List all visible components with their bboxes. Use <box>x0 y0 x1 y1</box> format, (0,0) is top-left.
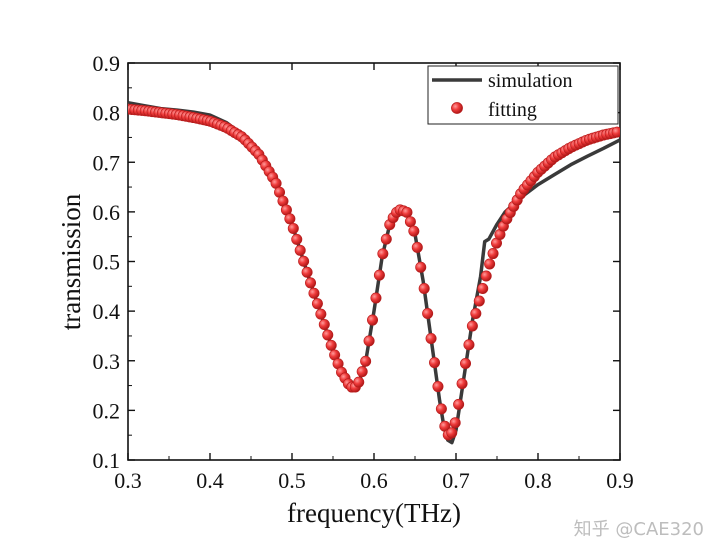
fitting-marker <box>449 417 461 429</box>
y-tick-label: 0.6 <box>93 200 121 225</box>
x-axis-ticks: 0.3 0.4 0.5 0.6 0.7 0.8 0.9 <box>114 63 634 493</box>
fitting-marker <box>322 329 334 341</box>
y-tick-label: 0.4 <box>93 299 121 324</box>
y-tick-label: 0.7 <box>93 150 121 175</box>
x-tick-label: 0.8 <box>524 468 552 493</box>
fitting-marker <box>294 244 306 256</box>
fitting-marker <box>284 213 296 225</box>
fitting-marker <box>318 319 330 331</box>
fitting-marker <box>367 314 379 326</box>
fitting-marker <box>460 358 472 370</box>
fitting-marker <box>287 222 299 234</box>
fitting-marker <box>456 378 468 390</box>
legend: simulation fitting <box>427 65 619 125</box>
y-tick-label: 0.2 <box>93 398 121 423</box>
fitting-marker <box>308 287 320 299</box>
fitting-marker <box>422 308 434 320</box>
x-tick-label: 0.7 <box>442 468 470 493</box>
fitting-marker <box>480 270 492 282</box>
fitting-marker <box>418 282 430 294</box>
fitting-marker <box>415 261 427 273</box>
fitting-marker <box>429 357 441 369</box>
fitting-marker <box>363 335 375 347</box>
fitting-marker <box>380 233 392 245</box>
x-tick-label: 0.6 <box>360 468 388 493</box>
fitting-marker <box>404 216 416 228</box>
fitting-marker <box>370 292 382 304</box>
fitting-marker <box>611 126 620 138</box>
fitting-marker <box>470 308 482 320</box>
fitting-marker <box>401 206 413 218</box>
fitting-marker <box>301 266 313 278</box>
fitting-marker <box>425 333 437 345</box>
fitting-marker <box>435 403 447 415</box>
legend-box <box>427 65 619 125</box>
fitting-marker <box>408 225 420 237</box>
fitting-marker <box>315 308 327 320</box>
watermark: 知乎 @CAE320 <box>573 519 704 540</box>
y-tick-label: 0.9 <box>93 51 121 76</box>
fitting-marker <box>453 398 465 410</box>
fitting-marker <box>411 241 423 253</box>
y-tick-label: 0.1 <box>93 448 121 473</box>
fitting-marker <box>446 427 458 439</box>
x-axis-label: frequency(THz) <box>287 498 461 528</box>
fitting-marker <box>463 339 475 351</box>
y-tick-label: 0.3 <box>93 349 121 374</box>
fitting-marker <box>466 320 478 332</box>
x-tick-label: 0.9 <box>606 468 634 493</box>
fitting-marker <box>325 339 337 351</box>
fitting-marker <box>473 295 485 307</box>
series-layer <box>128 100 620 445</box>
fitting-marker <box>477 282 489 294</box>
x-tick-label: 0.3 <box>114 468 142 493</box>
fitting-marker <box>432 381 444 393</box>
legend-simulation-label: simulation <box>488 70 572 92</box>
fitting-marker <box>291 233 303 245</box>
legend-fitting-swatch <box>451 102 463 114</box>
fitting-marker <box>353 376 365 388</box>
fitting-marker <box>305 277 317 289</box>
y-tick-label: 0.5 <box>93 250 121 275</box>
legend-fitting-label: fitting <box>488 99 537 121</box>
y-axis-label: transmission <box>56 193 86 330</box>
fitting-marker <box>360 355 372 367</box>
x-tick-label: 0.5 <box>278 468 306 493</box>
fitting-marker <box>377 248 389 260</box>
fitting-marker <box>484 258 496 270</box>
fitting-marker <box>311 298 323 310</box>
x-tick-label: 0.4 <box>196 468 224 493</box>
fitting-marker <box>356 366 368 378</box>
simulation-line <box>128 100 620 445</box>
fitting-marker <box>298 255 310 267</box>
y-tick-label: 0.8 <box>93 101 121 126</box>
y-axis-ticks: 0.1 0.2 0.3 0.4 0.5 0.6 0.7 0.8 0.9 <box>93 51 620 473</box>
fitting-marker <box>373 269 385 281</box>
fitting-marker <box>487 248 499 260</box>
